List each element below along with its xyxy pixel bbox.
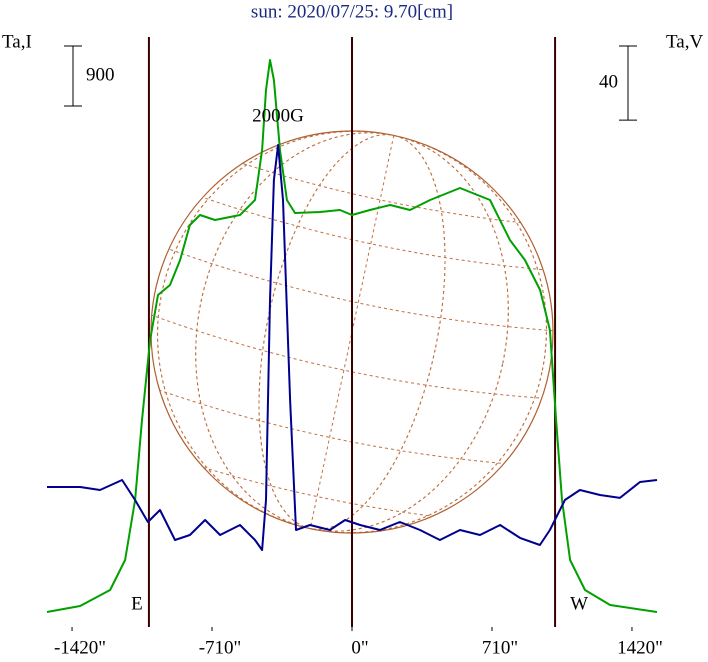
series-line	[46, 59, 658, 613]
scale-bar-label: 40	[599, 71, 618, 92]
x-tick-label: -710"	[199, 637, 242, 658]
x-tick-label: 0"	[351, 637, 368, 658]
y-axis-label: Ta,I	[2, 31, 32, 52]
parallel	[135, 381, 530, 466]
x-tick-label: 710"	[482, 637, 518, 658]
limb-label: E	[131, 593, 143, 614]
x-tick-label: -1420"	[54, 637, 106, 658]
series-line	[47, 144, 658, 551]
scale-bar-label: 900	[86, 64, 115, 85]
parallel	[176, 187, 571, 273]
meridian	[195, 132, 509, 532]
scale-bar	[64, 45, 82, 107]
parallel	[150, 314, 544, 399]
annotation: 2000G	[252, 105, 304, 126]
y2-axis-label: Ta,V	[666, 31, 703, 52]
x-tick-label: 1420"	[617, 637, 663, 658]
limb-label: W	[570, 593, 588, 614]
scale-bar	[619, 45, 637, 121]
chart-title: sun: 2020/07/25: 9.70[cm]	[251, 1, 453, 22]
parallel	[164, 246, 558, 332]
